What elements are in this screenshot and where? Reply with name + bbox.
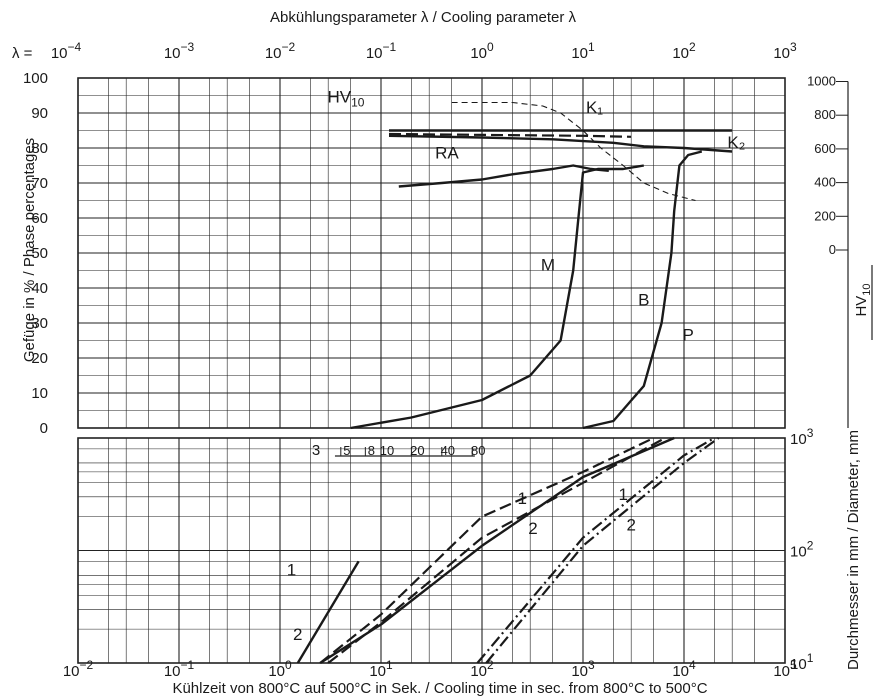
hv-tick-label: 0 [829, 242, 836, 257]
curve-label: K₂ [727, 133, 745, 152]
left-tick-label: 100 [23, 70, 48, 87]
hv-axis-title: HV10 [853, 283, 873, 316]
curves [296, 101, 733, 665]
curve-label: 1 [517, 489, 526, 508]
upper-curve-3 [388, 134, 733, 153]
left-tick-label: 90 [31, 105, 48, 122]
bottom-tick-label: 10−2 [63, 658, 94, 680]
curve-label: K₁ [586, 98, 603, 117]
top-tick-label: 10−2 [265, 40, 296, 62]
scale3-tick-label: 80 [471, 443, 485, 458]
lower-right-tick-label: 101 [790, 651, 814, 673]
curve-label: 1 [287, 560, 296, 579]
top-tick-label: 10−4 [51, 40, 82, 62]
curve-label: 2 [528, 519, 537, 538]
left-tick-label: 40 [31, 280, 48, 297]
scale3-tick-label: 10 [380, 443, 394, 458]
lower-right-axis-title: Durchmesser in mm / Diameter, mm [845, 430, 862, 670]
left-tick-label: 0 [40, 420, 48, 437]
curve-label: HV10 [327, 88, 364, 110]
top-tick-label: 10−1 [366, 40, 397, 62]
curve-label: 2 [626, 516, 635, 535]
scale3-tick-label: 20 [410, 443, 424, 458]
lower-curve-0 [296, 560, 360, 664]
top-tick-label: 100 [470, 40, 494, 62]
left-tick-label: 50 [31, 245, 48, 262]
lower-grid [77, 437, 786, 664]
top-tick-label: 10−3 [164, 40, 195, 62]
curve-label: M [541, 256, 555, 275]
scale3-tick-label: 5 [343, 443, 350, 458]
hv-tick-label: 200 [814, 208, 836, 223]
left-tick-label: 10 [31, 385, 48, 402]
hv-tick-label: 400 [814, 175, 836, 190]
left-tick-label: 70 [31, 175, 48, 192]
lower-curve-2 [319, 437, 655, 664]
left-tick-label: 60 [31, 210, 48, 227]
lower-curve-4 [476, 437, 715, 664]
bottom-tick-label: 101 [369, 658, 393, 680]
curve-label: 1 [618, 485, 627, 504]
lower-curve-3 [327, 437, 666, 664]
bottom-tick-label: 104 [672, 658, 696, 680]
curve-label: B [638, 291, 649, 310]
curve-label: 2 [293, 625, 302, 644]
left-tick-label: 80 [31, 140, 48, 157]
curve-label: RA [435, 144, 459, 163]
lower-right-tick-label: 102 [790, 539, 814, 561]
scale3-tick-label: 40 [441, 443, 455, 458]
scale3-tick-label: 8 [368, 443, 375, 458]
top-tick-label: 103 [773, 40, 797, 62]
curve-label: P [683, 326, 694, 345]
hv-tick-label: 800 [814, 107, 836, 122]
bottom-tick-label: 100 [268, 658, 292, 680]
bottom-tick-label: 105 [773, 658, 797, 680]
left-axis-title: Gefüge in % / Phase percentages [21, 138, 38, 362]
bottom-axis-title: Kühlzeit von 800°C auf 500°C in Sek. / C… [172, 680, 707, 697]
scale3-title: 3 [312, 442, 320, 459]
bottom-tick-label: 103 [571, 658, 595, 680]
upper-curve-6 [451, 101, 696, 202]
top-axis-prefix: λ = [12, 45, 33, 62]
upper-curve-2 [398, 164, 609, 188]
hv-tick-label: 1000 [807, 74, 836, 89]
top-axis-title: Abkühlungsparameter λ / Cooling paramete… [270, 9, 576, 26]
left-tick-label: 20 [31, 350, 48, 367]
top-tick-label: 102 [672, 40, 696, 62]
lower-curve-5 [485, 437, 720, 664]
bottom-tick-label: 102 [470, 658, 494, 680]
hv-tick-label: 600 [814, 141, 836, 156]
upper-curve-1 [582, 150, 703, 430]
bottom-tick-label: 10−1 [164, 658, 195, 680]
upper-curve-0 [350, 164, 645, 430]
lower-right-tick-label: 103 [790, 426, 814, 448]
top-tick-label: 101 [571, 40, 595, 62]
left-tick-label: 30 [31, 315, 48, 332]
upper-curve-5 [388, 132, 632, 138]
